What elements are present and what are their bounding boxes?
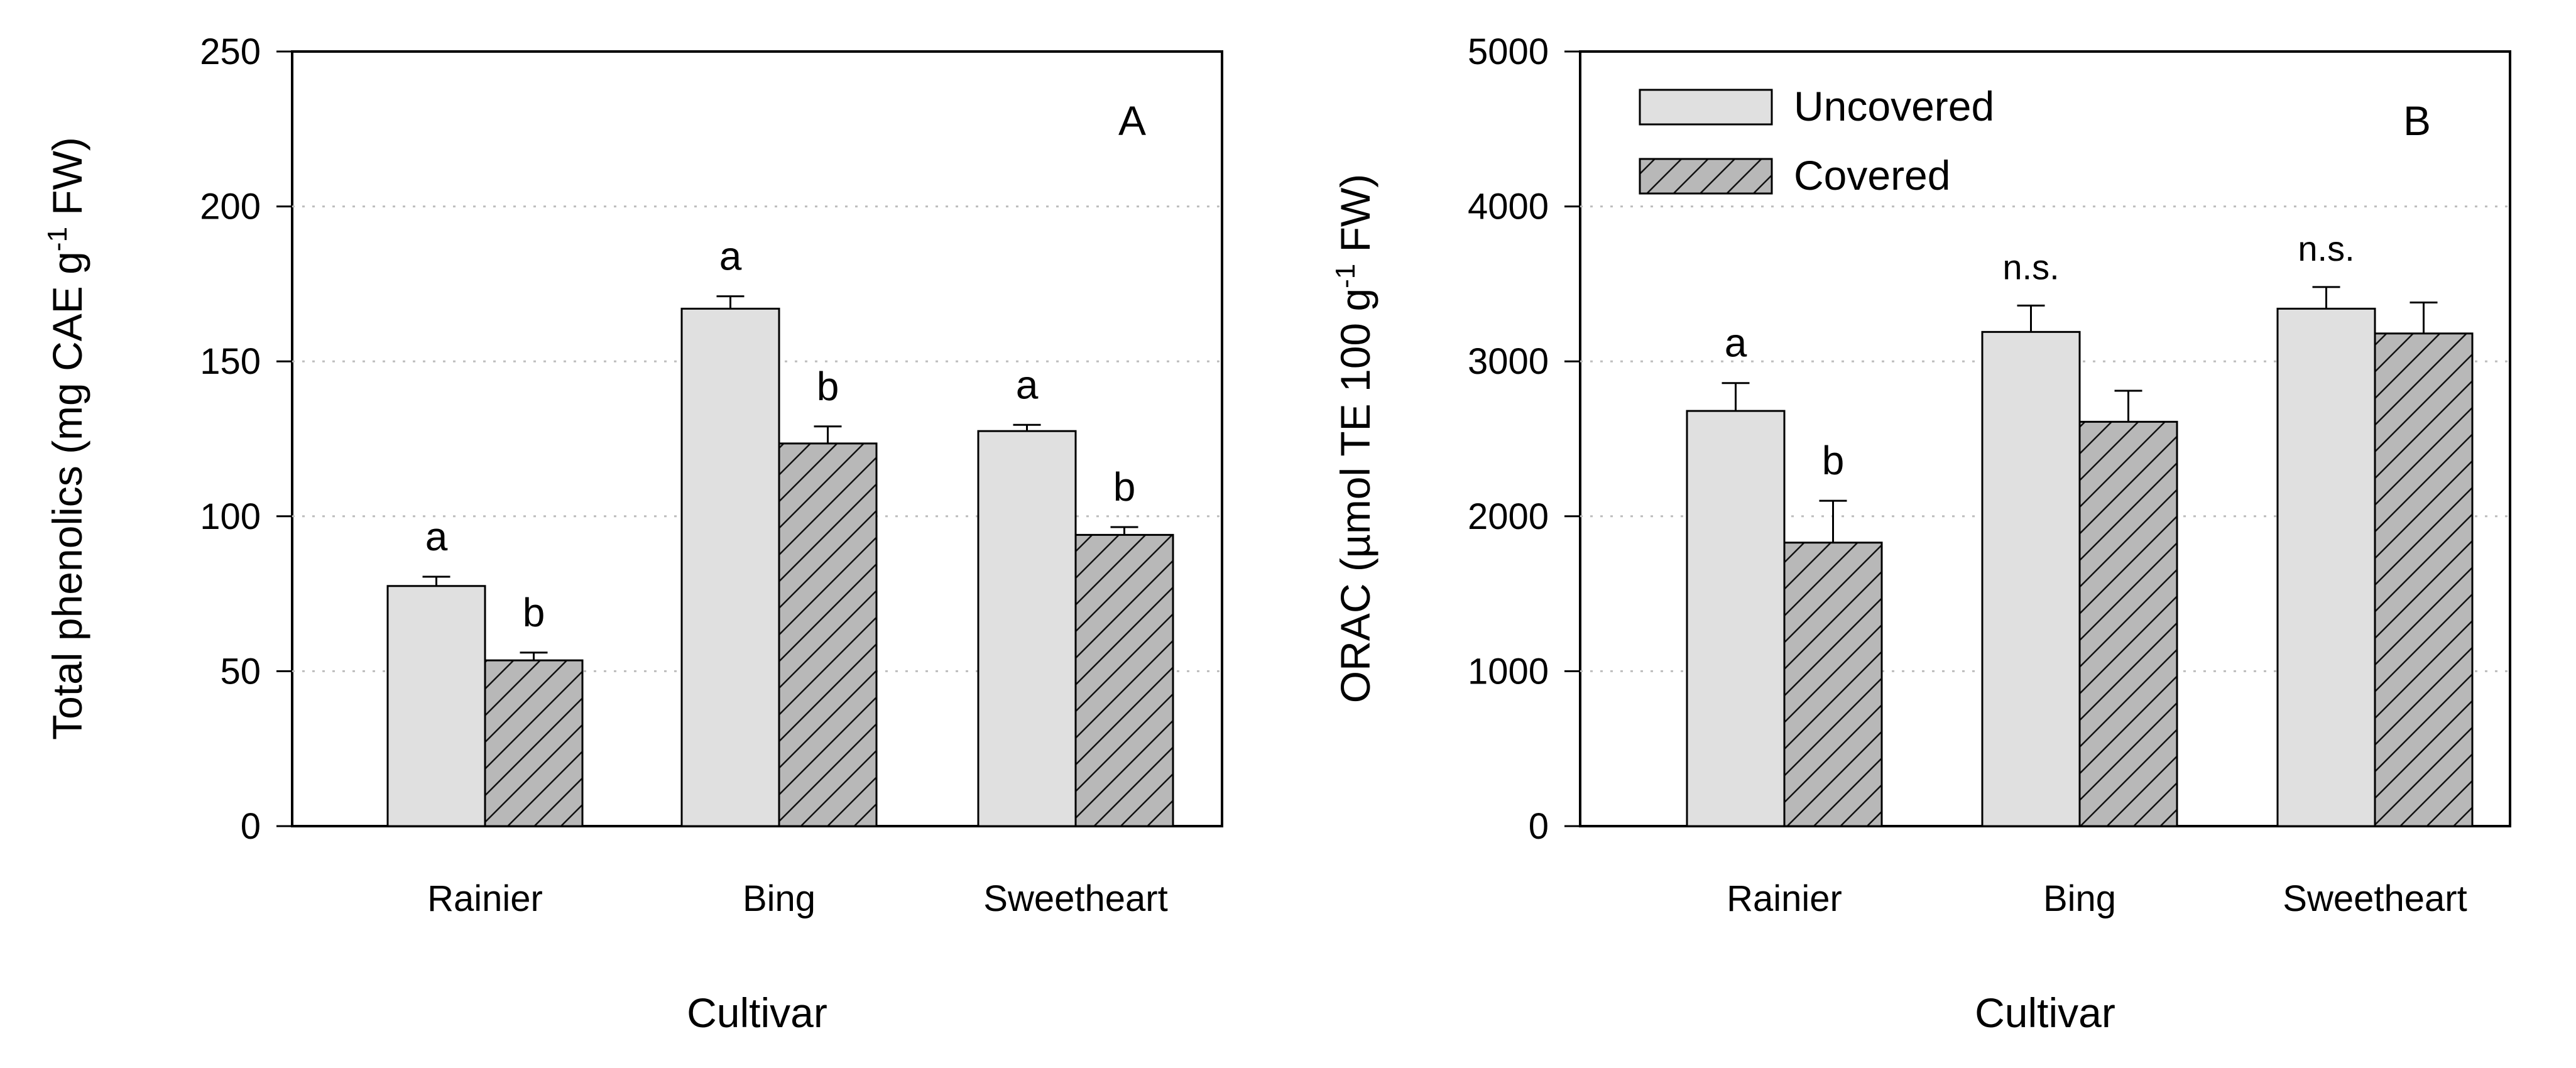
- significance-letter-a-sweetheart-uncovered: a: [1016, 362, 1039, 407]
- bar-a-sweetheart-uncovered: [977, 430, 1077, 827]
- legend-swatch-uncovered: [1639, 89, 1773, 126]
- panel-letter-b: B: [2403, 97, 2431, 144]
- bars-b: a b n.s. n.s.: [1686, 229, 2474, 827]
- bar-a-rainier-uncovered: [386, 585, 486, 827]
- y-tick-label-a-50: 50: [220, 651, 261, 692]
- y-tick-label-a-100: 100: [200, 496, 261, 537]
- y-tick-label-b-0: 0: [1529, 806, 1549, 847]
- y-tick-label-b-3000: 3000: [1468, 341, 1549, 382]
- y-ticks-a: 0 50 100 150 200 250: [200, 31, 292, 847]
- x-tick-label-a-bing: Bing: [743, 878, 816, 919]
- legend-swatch-covered: [1639, 158, 1773, 195]
- panel-a: 0 50 100 150 200 250 a b a b a b Rainier Bing Sweeth…: [42, 31, 1223, 1036]
- bar-b-sweetheart-covered: [2374, 332, 2474, 827]
- x-tick-label-b-sweetheart: Sweetheart: [2283, 878, 2467, 919]
- panel-b: 0 1000 2000 3000 4000 5000 a b n.s. n.s. Rainier…: [1330, 31, 2511, 1036]
- significance-letter-b-rainier-covered: b: [1822, 438, 1845, 483]
- y-tick-label-b-2000: 2000: [1468, 496, 1549, 537]
- x-tick-label-b-rainier: Rainier: [1727, 878, 1842, 919]
- y-tick-label-a-0: 0: [241, 806, 261, 847]
- bar-b-bing-uncovered: [1981, 330, 2081, 827]
- x-tick-label-a-sweetheart: Sweetheart: [983, 878, 1167, 919]
- significance-letter-a-bing-covered: b: [817, 364, 839, 409]
- bar-b-rainier-uncovered: [1686, 410, 1786, 827]
- bar-a-bing-uncovered: [680, 307, 780, 827]
- bar-a-rainier-covered: [484, 659, 584, 827]
- y-tick-label-a-200: 200: [200, 187, 261, 227]
- y-tick-label-a-150: 150: [200, 341, 261, 382]
- y-ticks-b: 0 1000 2000 3000 4000 5000: [1468, 31, 1580, 847]
- bars-a: a b a b a b: [386, 234, 1174, 827]
- bar-a-bing-covered: [778, 442, 878, 827]
- y-tick-label-b-5000: 5000: [1468, 31, 1549, 72]
- bar-b-bing-covered: [2078, 420, 2178, 827]
- x-tick-labels-a: Rainier Bing Sweetheart: [427, 878, 1168, 919]
- significance-letter-a-rainier-uncovered: a: [425, 514, 448, 559]
- y-tick-label-a-250: 250: [200, 31, 261, 72]
- bar-b-sweetheart-uncovered: [2276, 307, 2376, 827]
- legend-item-covered: Covered: [1639, 152, 1950, 199]
- x-tick-label-b-bing: Bing: [2043, 878, 2116, 919]
- y-tick-label-b-4000: 4000: [1468, 187, 1549, 227]
- legend-label-covered: Covered: [1794, 152, 1950, 199]
- x-tick-label-a-rainier: Rainier: [427, 878, 543, 919]
- y-axis-title-b: ORAC (µmol TE 100 g-1 FW): [1330, 174, 1379, 703]
- legend-label-uncovered: Uncovered: [1794, 83, 1994, 129]
- significance-letter-b-sweetheart-uncovered: n.s.: [2298, 229, 2354, 268]
- significance-letter-b-rainier-uncovered: a: [1725, 320, 1747, 366]
- x-axis-title-b: Cultivar: [1975, 989, 2115, 1036]
- significance-letter-a-rainier-covered: b: [523, 590, 545, 635]
- y-tick-label-b-1000: 1000: [1468, 651, 1549, 692]
- bar-b-rainier-covered: [1783, 542, 1883, 827]
- x-tick-labels-b: Rainier Bing Sweetheart: [1727, 878, 2467, 919]
- significance-letter-a-sweetheart-covered: b: [1113, 464, 1136, 509]
- legend-item-uncovered: Uncovered: [1639, 83, 1994, 129]
- x-axis-title-a: Cultivar: [687, 989, 827, 1036]
- significance-letter-b-bing-uncovered: n.s.: [2002, 247, 2059, 286]
- legend: Uncovered Covered: [1639, 83, 1994, 199]
- panel-letter-a: A: [1118, 97, 1146, 144]
- bar-a-sweetheart-covered: [1074, 533, 1174, 827]
- y-axis-title-a: Total phenolics (mg CAE g-1 FW): [42, 137, 91, 740]
- significance-letter-a-bing-uncovered: a: [719, 234, 742, 279]
